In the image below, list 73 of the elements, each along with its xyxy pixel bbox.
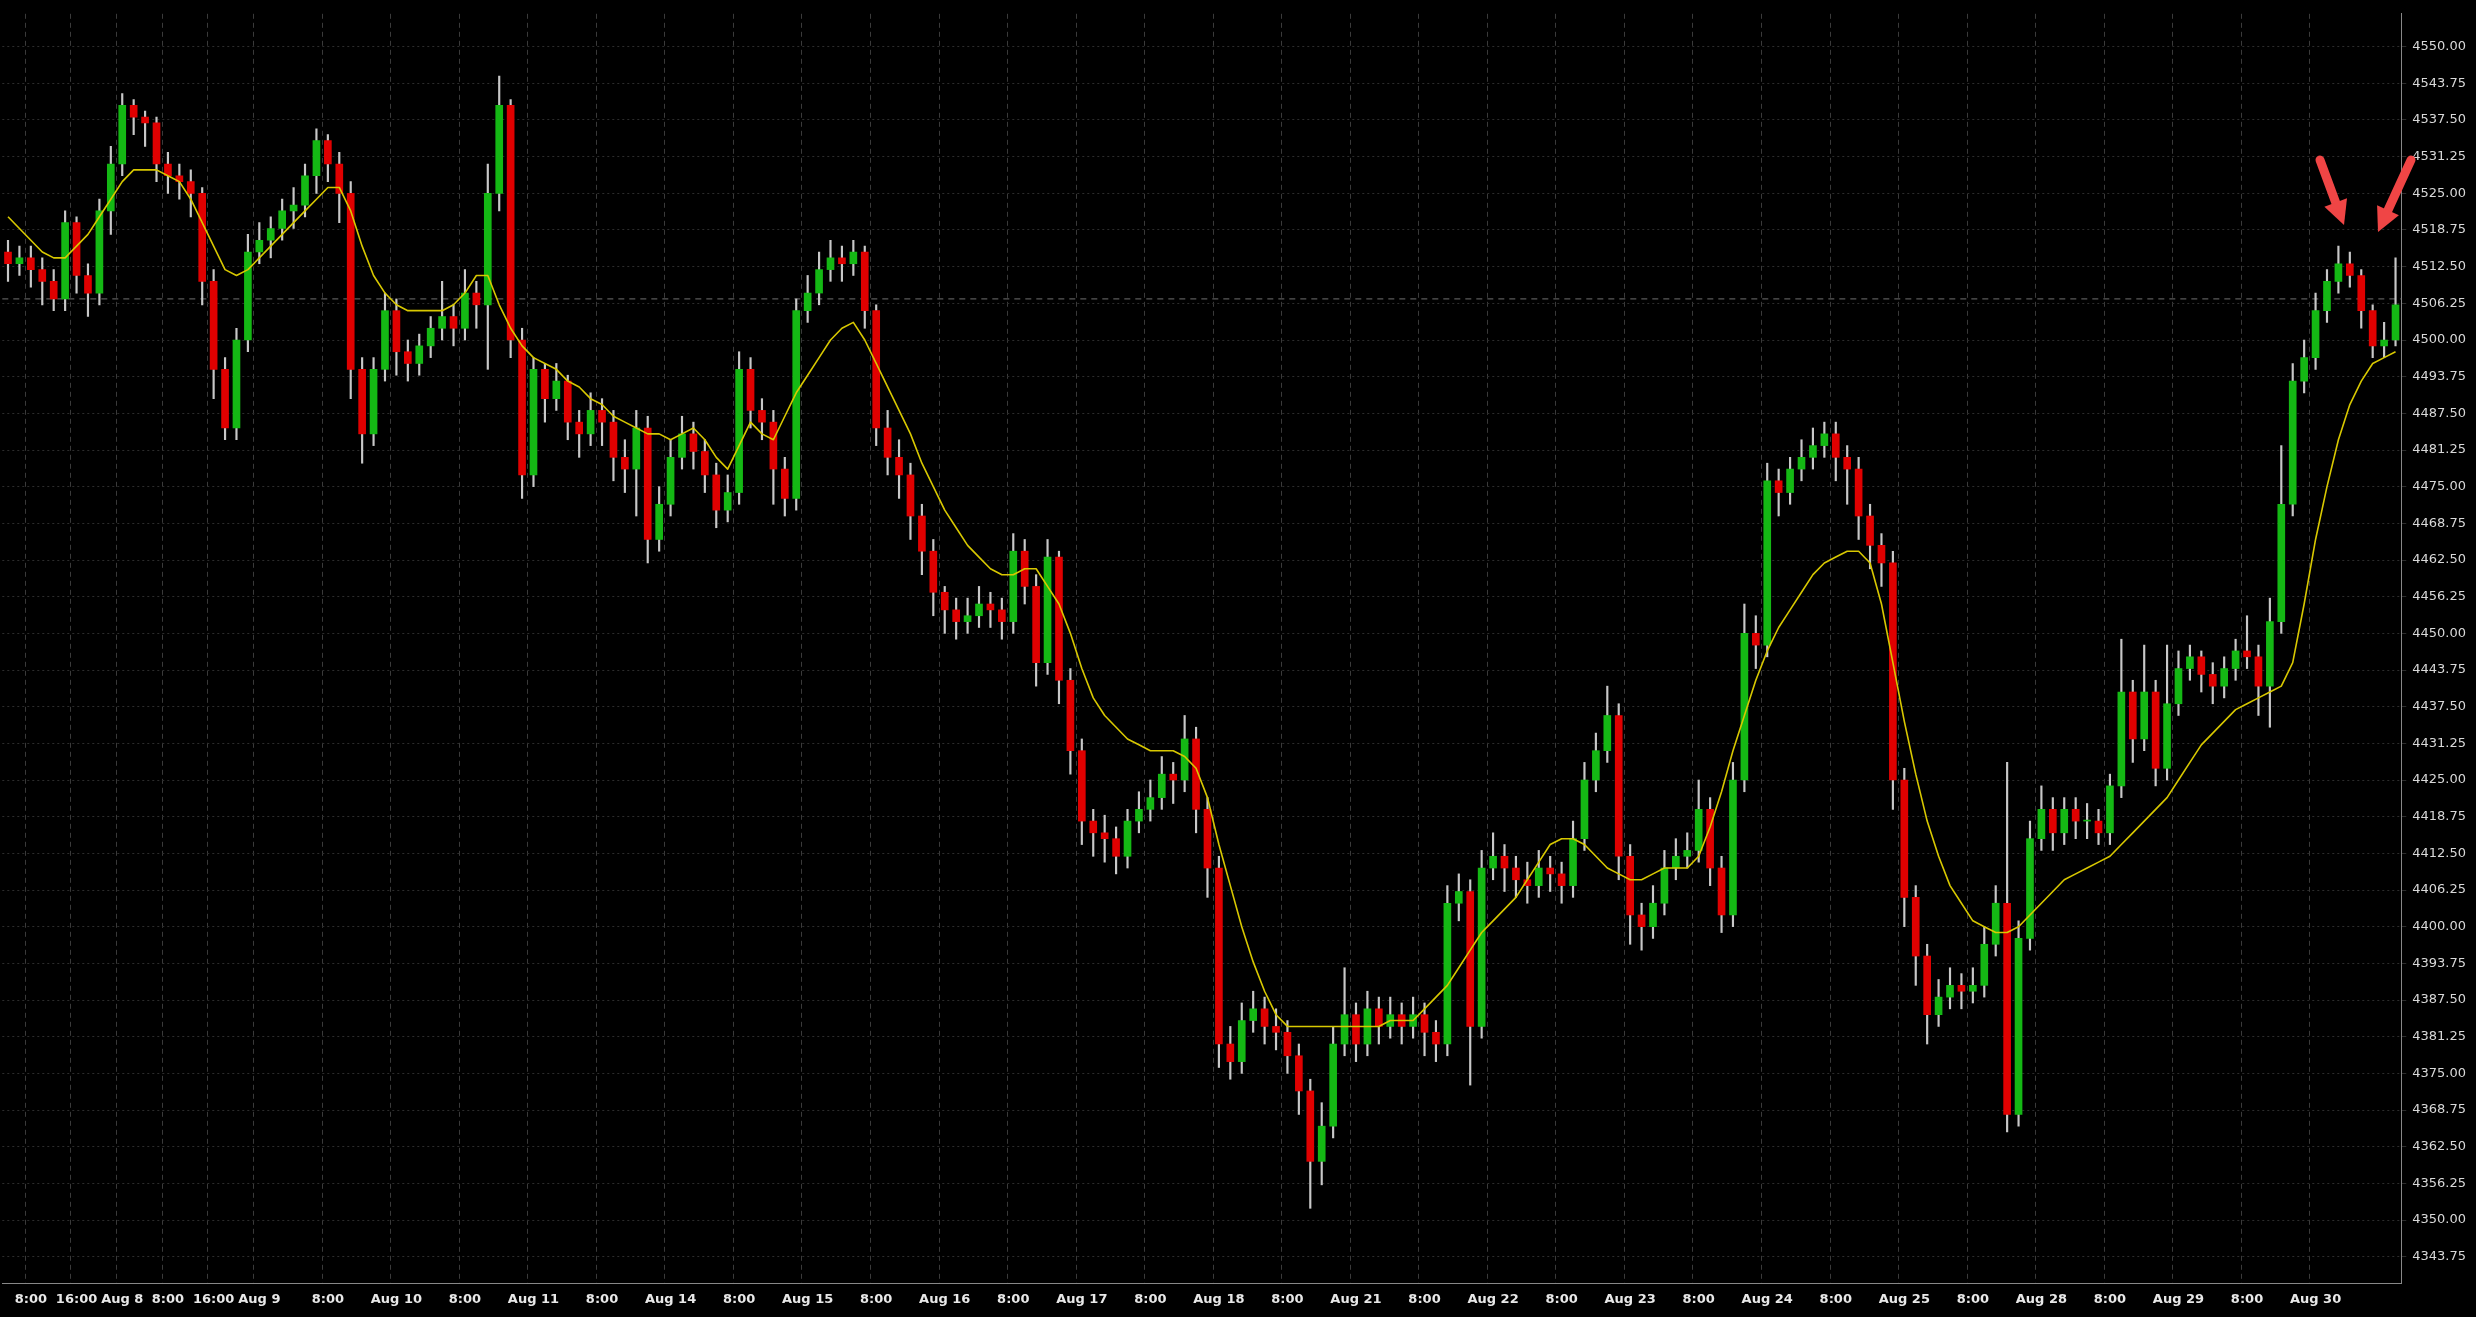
x-tick-label: Aug 18: [1193, 1290, 1245, 1306]
y-tick-label: 4356.25: [2412, 1174, 2467, 1190]
y-tick-label: 4437.50: [2412, 698, 2467, 714]
y-tick-label: 4425.00: [2412, 771, 2467, 787]
y-tick-label: 4387.50: [2412, 991, 2467, 1007]
x-tick-label: 8:00: [1819, 1290, 1852, 1306]
y-tick-label: 4406.25: [2412, 881, 2467, 897]
x-tick-label: Aug 21: [1330, 1290, 1382, 1306]
x-tick-label: 8:00: [722, 1290, 756, 1306]
x-tick-label: Aug 16: [919, 1290, 971, 1306]
y-tick-label: 4350.00: [2412, 1211, 2467, 1227]
x-tick-label: Aug 30: [2289, 1290, 2342, 1306]
x-tick-label: 8:00: [1956, 1290, 1990, 1306]
y-tick-label: 4468.75: [2412, 514, 2467, 530]
y-tick-label: 4393.75: [2412, 954, 2467, 970]
y-tick-label: 4537.50: [2412, 111, 2467, 127]
x-tick-label: Aug 23: [1604, 1290, 1656, 1306]
y-tick-label: 4475.00: [2412, 478, 2467, 494]
y-tick-label: 4418.75: [2412, 808, 2467, 824]
y-tick-label: 4362.50: [2412, 1138, 2467, 1154]
candlestick: [449, 304, 458, 347]
y-tick-label: 4456.25: [2412, 588, 2467, 604]
x-tick-label: Aug 17: [1056, 1290, 1108, 1306]
x-tick-label: 8:00: [311, 1290, 345, 1306]
x-tick-label: 16:00: [55, 1290, 98, 1306]
x-tick-label: Aug 24: [1741, 1290, 1793, 1306]
x-tick-label: Aug 11: [507, 1290, 560, 1306]
y-tick-label: 4493.75: [2412, 368, 2467, 384]
y-tick-label: 4400.00: [2412, 918, 2467, 934]
x-tick-label: 8:00: [1682, 1290, 1715, 1306]
candlestick: [1877, 533, 1886, 587]
x-tick-label: 8:00: [1545, 1290, 1578, 1306]
y-tick-label: 4550.00: [2412, 38, 2467, 54]
x-tick-label: Aug 25: [1878, 1290, 1930, 1306]
x-tick-label: 8:00: [860, 1290, 893, 1306]
x-tick-label: 8:00: [1271, 1290, 1304, 1306]
candlestick: [1957, 973, 1966, 1010]
y-tick-label: 4343.75: [2412, 1248, 2467, 1264]
y-tick-label: 4443.75: [2412, 661, 2467, 677]
y-tick-label: 4543.75: [2412, 74, 2467, 90]
x-tick-label: Aug 15: [782, 1290, 834, 1306]
x-tick-label: Aug 29: [2152, 1290, 2205, 1306]
y-tick-label: 4518.75: [2412, 221, 2467, 237]
x-tick-label: Aug 22: [1467, 1290, 1519, 1306]
x-tick-label: Aug 10: [370, 1290, 423, 1306]
y-tick-label: 4431.25: [2412, 734, 2467, 750]
y-tick-label: 4487.50: [2412, 404, 2467, 420]
x-tick-label: Aug 9: [238, 1290, 281, 1306]
y-tick-label: 4481.25: [2412, 441, 2467, 457]
x-tick-label: Aug 8: [101, 1290, 144, 1306]
x-tick-label: 16:00: [192, 1290, 235, 1306]
x-tick-label: 8:00: [585, 1290, 619, 1306]
x-tick-label: Aug 14: [644, 1290, 697, 1306]
y-tick-label: 4531.25: [2412, 148, 2467, 164]
x-tick-label: 8:00: [151, 1290, 185, 1306]
y-tick-label: 4412.50: [2412, 844, 2467, 860]
y-tick-label: 4375.00: [2412, 1064, 2467, 1080]
y-tick-label: 4506.25: [2412, 294, 2467, 310]
y-tick-label: 4525.00: [2412, 184, 2467, 200]
x-tick-label: Aug 28: [2015, 1290, 2068, 1306]
x-tick-label: 8:00: [14, 1290, 48, 1306]
y-tick-label: 4450.00: [2412, 624, 2467, 640]
y-tick-label: 4368.75: [2412, 1101, 2467, 1117]
y-tick-label: 4381.25: [2412, 1028, 2467, 1044]
y-tick-label: 4500.00: [2412, 331, 2467, 347]
x-tick-label: 8:00: [1134, 1290, 1167, 1306]
x-tick-label: 8:00: [448, 1290, 482, 1306]
x-tick-label: 8:00: [1408, 1290, 1441, 1306]
x-tick-label: 8:00: [2230, 1290, 2264, 1306]
x-tick-label: 8:00: [2093, 1290, 2127, 1306]
y-tick-label: 4512.50: [2412, 258, 2467, 274]
x-tick-label: 8:00: [997, 1290, 1030, 1306]
y-tick-label: 4462.50: [2412, 551, 2467, 567]
